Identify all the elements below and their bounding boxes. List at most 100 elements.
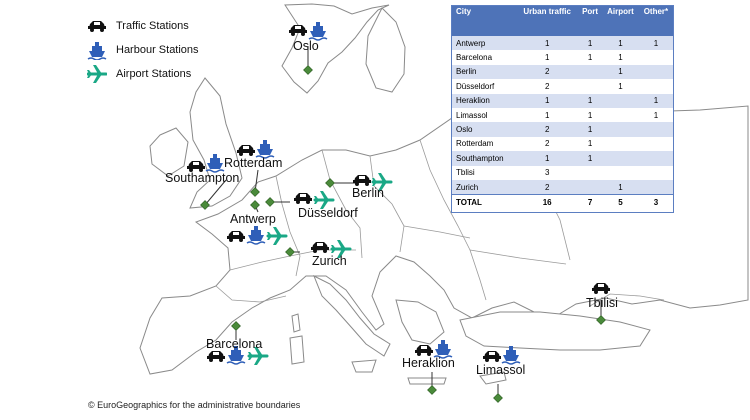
table-cell: 1 bbox=[602, 36, 639, 51]
table-cell: Rotterdam bbox=[452, 136, 517, 152]
table-cell bbox=[638, 64, 673, 80]
table-row: Düsseldorf 2 1 bbox=[452, 79, 673, 94]
ship-icon bbox=[501, 345, 521, 365]
car-icon bbox=[207, 351, 225, 362]
table-row: Heraklion 1 1 1 bbox=[452, 93, 673, 108]
table-cell: Antwerp bbox=[452, 36, 517, 51]
table-cell: 1 bbox=[638, 93, 673, 108]
table-cell bbox=[578, 79, 603, 94]
table-total-cell: 5 bbox=[602, 194, 639, 210]
marker-barcelona bbox=[231, 321, 241, 331]
table-cell: Düsseldorf bbox=[452, 79, 517, 94]
legend-item-traffic: Traffic Stations bbox=[86, 14, 236, 38]
city-label-heraklion: Heraklion bbox=[402, 356, 455, 370]
car-icon bbox=[86, 19, 108, 33]
table-cell bbox=[638, 79, 673, 94]
column-header-port: Port bbox=[578, 6, 603, 36]
table-cell: 2 bbox=[516, 64, 579, 80]
table-cell: 1 bbox=[602, 79, 639, 94]
table-cell: Barcelona bbox=[452, 50, 517, 65]
table-row: Limassol 1 1 1 bbox=[452, 107, 673, 123]
table-cell bbox=[638, 151, 673, 166]
marker-limassol bbox=[493, 393, 503, 403]
table-cell: 1 bbox=[578, 36, 603, 51]
city-label-southampton: Southampton bbox=[165, 171, 239, 185]
table-cell: 1 bbox=[578, 107, 603, 123]
table-cell bbox=[578, 165, 603, 180]
table-cell bbox=[602, 122, 639, 137]
table-cell: 1 bbox=[578, 50, 603, 65]
legend-item-airport: Airport Stations bbox=[86, 62, 236, 86]
table-row: Southampton 1 1 bbox=[452, 151, 673, 166]
sicily-outline bbox=[351, 359, 377, 373]
table-cell: Zurich bbox=[452, 179, 517, 195]
legend: Traffic Stations Harbour Stations Airpor… bbox=[86, 14, 236, 86]
ireland-outline bbox=[149, 127, 189, 177]
legend-label-harbour: Harbour Stations bbox=[116, 44, 199, 56]
table-row: Rotterdam 2 1 bbox=[452, 136, 673, 152]
table-row: Tblisi 3 bbox=[452, 165, 673, 180]
table-cell: 1 bbox=[638, 107, 673, 123]
copyright-credit: © EuroGeographics for the administrative… bbox=[88, 400, 301, 410]
city-label-oslo: Oslo bbox=[293, 39, 319, 53]
table-cell: 2 bbox=[516, 79, 579, 94]
table-row: Zurich 2 1 bbox=[452, 179, 673, 195]
table-cell bbox=[638, 50, 673, 65]
station-count-table: City Urban traffic Port Airport Other* A… bbox=[452, 6, 673, 210]
city-label-barcelona: Barcelona bbox=[206, 337, 262, 351]
car-icon bbox=[483, 351, 501, 362]
table-cell bbox=[638, 122, 673, 137]
city-label-zurich: Zurich bbox=[312, 254, 347, 268]
table-cell: 2 bbox=[516, 122, 579, 137]
table-total-cell: 7 bbox=[578, 194, 603, 210]
table-cell: 1 bbox=[578, 122, 603, 137]
table-cell: 1 bbox=[602, 64, 639, 80]
table-cell bbox=[602, 93, 639, 108]
table-row: Barcelona 1 1 1 bbox=[452, 50, 673, 65]
table-cell: 1 bbox=[602, 50, 639, 65]
table-cell bbox=[578, 64, 603, 80]
city-label-dusseldorf: Düsseldorf bbox=[298, 206, 358, 220]
table-cell: 1 bbox=[602, 179, 639, 195]
table-row: Berlin 2 1 bbox=[452, 64, 673, 80]
table-cell bbox=[638, 136, 673, 152]
plane-icon bbox=[86, 64, 108, 84]
table-cell bbox=[578, 179, 603, 195]
column-header-city: City bbox=[452, 6, 517, 36]
table-cell: 1 bbox=[516, 36, 579, 51]
city-label-limassol: Limassol bbox=[476, 363, 525, 377]
table-total-row: TOTAL 16 7 5 3 bbox=[452, 194, 673, 210]
table-header-row: City Urban traffic Port Airport Other* bbox=[452, 6, 673, 36]
table-cell: Heraklion bbox=[452, 93, 517, 108]
table-total-cell: 3 bbox=[638, 194, 673, 210]
table-total-cell: TOTAL bbox=[452, 194, 517, 210]
car-icon bbox=[237, 145, 255, 156]
cyprus-outline bbox=[479, 371, 507, 385]
table-cell: 1 bbox=[578, 93, 603, 108]
table-cell: 1 bbox=[638, 36, 673, 51]
marker-heraklion bbox=[427, 385, 437, 395]
italy-outline bbox=[313, 274, 391, 357]
ship-icon bbox=[86, 40, 108, 60]
column-header-other: Other* bbox=[638, 6, 673, 36]
station-table: City Urban traffic Port Airport Other* A… bbox=[451, 5, 674, 213]
table-cell: 2 bbox=[516, 136, 579, 152]
table-cell: Oslo bbox=[452, 122, 517, 137]
table-total-cell: 16 bbox=[516, 194, 579, 210]
legend-label-traffic: Traffic Stations bbox=[116, 20, 189, 32]
city-label-tbilisi: Tbilisi bbox=[586, 296, 618, 310]
legend-label-airport: Airport Stations bbox=[116, 68, 192, 80]
table-row: Antwerp 1 1 1 1 bbox=[452, 36, 673, 51]
table-cell bbox=[638, 179, 673, 195]
city-labels: Oslo Rotterdam Southampton Antwerp Düsse… bbox=[165, 39, 618, 377]
table-cell: 1 bbox=[516, 151, 579, 166]
table-cell bbox=[602, 165, 639, 180]
city-label-rotterdam: Rotterdam bbox=[224, 156, 282, 170]
column-header-urban-traffic: Urban traffic bbox=[516, 6, 579, 36]
city-label-antwerp: Antwerp bbox=[230, 212, 276, 226]
table-cell: 1 bbox=[578, 136, 603, 152]
crete-outline bbox=[407, 377, 447, 385]
table-cell bbox=[602, 136, 639, 152]
table-cell bbox=[638, 165, 673, 180]
table-cell: 1 bbox=[516, 50, 579, 65]
